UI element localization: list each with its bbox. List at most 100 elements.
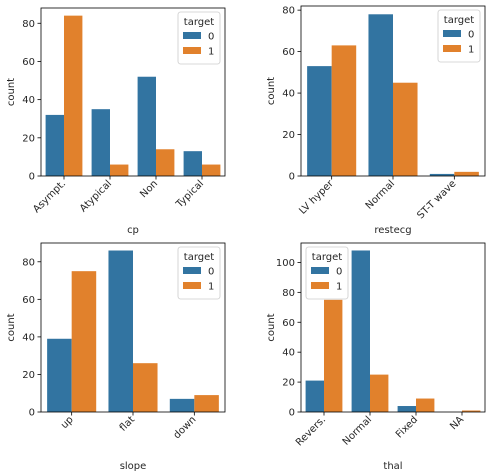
y-tick-label: 40	[22, 95, 35, 106]
subplot-restecg: 0 20 40 60 80 LV hyper Normal ST-T wave restecg c…	[266, 5, 486, 236]
x-tick-label: Normal	[341, 414, 374, 447]
x-tick-label: Non	[138, 178, 160, 200]
bar-Fixed-target-1	[416, 398, 435, 412]
subplot-thal: 0 20 40 60 80 100 Revers. Normal Fixed NA thal coun…	[266, 242, 486, 472]
y-tick-label: 60	[282, 47, 295, 58]
legend: target 0 1	[305, 246, 349, 300]
y-tick-label: 0	[289, 408, 295, 419]
x-tick-label: Atypical	[78, 178, 114, 214]
legend-title: target	[184, 252, 214, 263]
y-tick-label: 40	[22, 332, 35, 343]
x-tick-label: Fixed	[394, 414, 420, 440]
bar-Typical-target-1	[202, 164, 221, 176]
x-tick-label: LV hyper	[297, 178, 336, 217]
y-axis-label: count	[6, 78, 17, 106]
legend-label-0: 0	[336, 267, 342, 278]
y-tick-label: 100	[276, 258, 295, 269]
y-tick-label: 0	[29, 408, 35, 419]
bar-up-target-1	[71, 271, 97, 412]
bar-up-target-0	[47, 338, 72, 412]
y-tick-label: 20	[22, 370, 35, 381]
bar-Normal-target-0	[368, 14, 393, 177]
legend-label-1: 1	[208, 282, 214, 293]
y-tick-label: 80	[282, 288, 295, 299]
y-tick-label: 20	[282, 378, 295, 389]
legend-title: target	[444, 15, 474, 26]
legend-label-0: 0	[208, 267, 214, 278]
legend-swatch-1	[183, 282, 201, 289]
axes-frame	[40, 7, 226, 177]
y-tick-label: 60	[22, 295, 35, 306]
legend-swatch-0	[183, 267, 201, 274]
x-axis-label: restecg	[374, 225, 411, 236]
bar-Revers.-target-1	[324, 299, 343, 412]
bar-Non-target-0	[137, 76, 156, 176]
y-tick-label: 20	[22, 133, 35, 144]
legend-swatch-0	[183, 32, 201, 39]
bar-Atypical-target-1	[110, 164, 129, 176]
bar-NA-target-1	[462, 410, 481, 412]
bar-Normal-target-0	[351, 250, 370, 412]
y-tick-label: 60	[22, 57, 35, 68]
bar-down-target-0	[169, 398, 195, 412]
bar-Revers.-target-0	[305, 380, 324, 412]
legend: target 0 1	[177, 11, 221, 65]
bar-Non-target-1	[156, 149, 175, 176]
x-axis-label: thal	[383, 461, 402, 472]
subplot-cp: 0 20 40 60 80 Asympt. Atypical Non Typical cp coun…	[6, 7, 226, 236]
y-tick-label: 20	[282, 130, 295, 141]
legend-swatch-0	[311, 267, 329, 274]
legend-label-1: 1	[208, 47, 214, 58]
x-axis-label: cp	[127, 225, 139, 236]
legend-title: target	[184, 17, 214, 28]
legend: target 0 1	[437, 9, 481, 63]
x-tick-label: Normal	[364, 178, 397, 211]
y-tick-label: 80	[22, 19, 35, 30]
legend: target 0 1	[177, 246, 221, 300]
y-tick-label: 0	[29, 172, 35, 183]
bar-flat-target-1	[133, 363, 158, 412]
bar-ST-T wave-target-1	[454, 171, 479, 176]
legend-swatch-1	[311, 282, 329, 289]
bar-Fixed-target-0	[397, 406, 416, 412]
y-tick-label: 40	[282, 348, 295, 359]
y-axis-label: count	[6, 313, 17, 341]
y-axis-label: count	[266, 77, 277, 105]
bar-down-target-1	[194, 395, 219, 412]
bar-Asympt.-target-0	[45, 114, 64, 176]
bar-Normal-target-1	[370, 374, 389, 412]
legend-label-1: 1	[468, 45, 474, 56]
y-tick-label: 80	[22, 257, 35, 268]
x-tick-label: down	[172, 414, 199, 441]
y-tick-label: 0	[289, 172, 295, 183]
y-tick-label: 40	[282, 89, 295, 100]
bar-flat-target-0	[108, 250, 133, 412]
x-tick-label: Revers.	[294, 414, 328, 448]
bar-LV hyper-target-0	[307, 66, 332, 176]
y-axis-label: count	[266, 313, 277, 341]
x-tick-label: flat	[118, 414, 137, 433]
bar-Normal-target-1	[393, 82, 418, 176]
legend-swatch-0	[443, 30, 461, 37]
axes-frame	[300, 242, 486, 413]
subplot-slope: 0 20 40 60 80 up flat down slope count target 0 1	[6, 242, 226, 472]
legend-label-0: 0	[208, 32, 214, 43]
y-tick-label: 60	[282, 318, 295, 329]
bar-Atypical-target-0	[91, 109, 110, 176]
y-tick-label: 80	[282, 6, 295, 17]
x-tick-label: ST-T wave	[415, 178, 458, 221]
x-tick-label: Asympt.	[31, 178, 68, 215]
legend-swatch-1	[443, 45, 461, 52]
bar-ST-T wave-target-0	[429, 173, 455, 176]
legend-label-0: 0	[468, 30, 474, 41]
bar-LV hyper-target-1	[331, 45, 357, 176]
x-tick-label: up	[59, 414, 76, 431]
legend-label-1: 1	[336, 282, 342, 293]
x-tick-label: NA	[448, 414, 466, 432]
x-tick-label: Typical	[174, 178, 207, 211]
x-axis-label: slope	[120, 461, 147, 472]
bar-Asympt.-target-1	[64, 15, 83, 177]
legend-swatch-1	[183, 47, 201, 54]
legend-title: target	[312, 252, 342, 263]
